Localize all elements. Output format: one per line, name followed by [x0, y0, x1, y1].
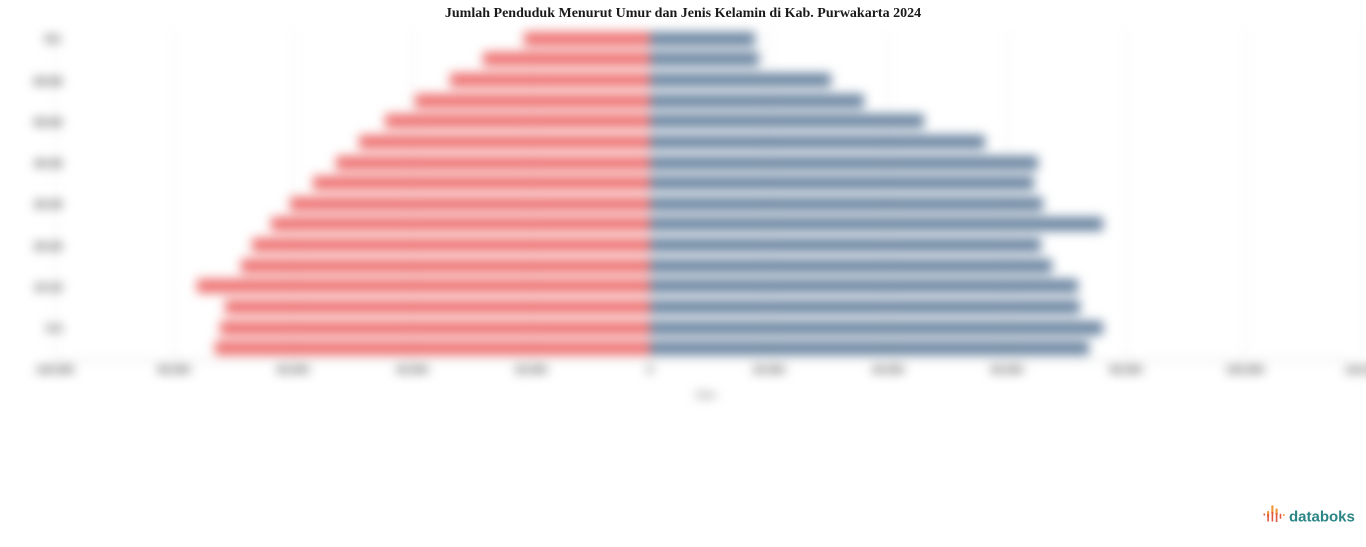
svg-text:databoks: databoks [1289, 509, 1355, 526]
